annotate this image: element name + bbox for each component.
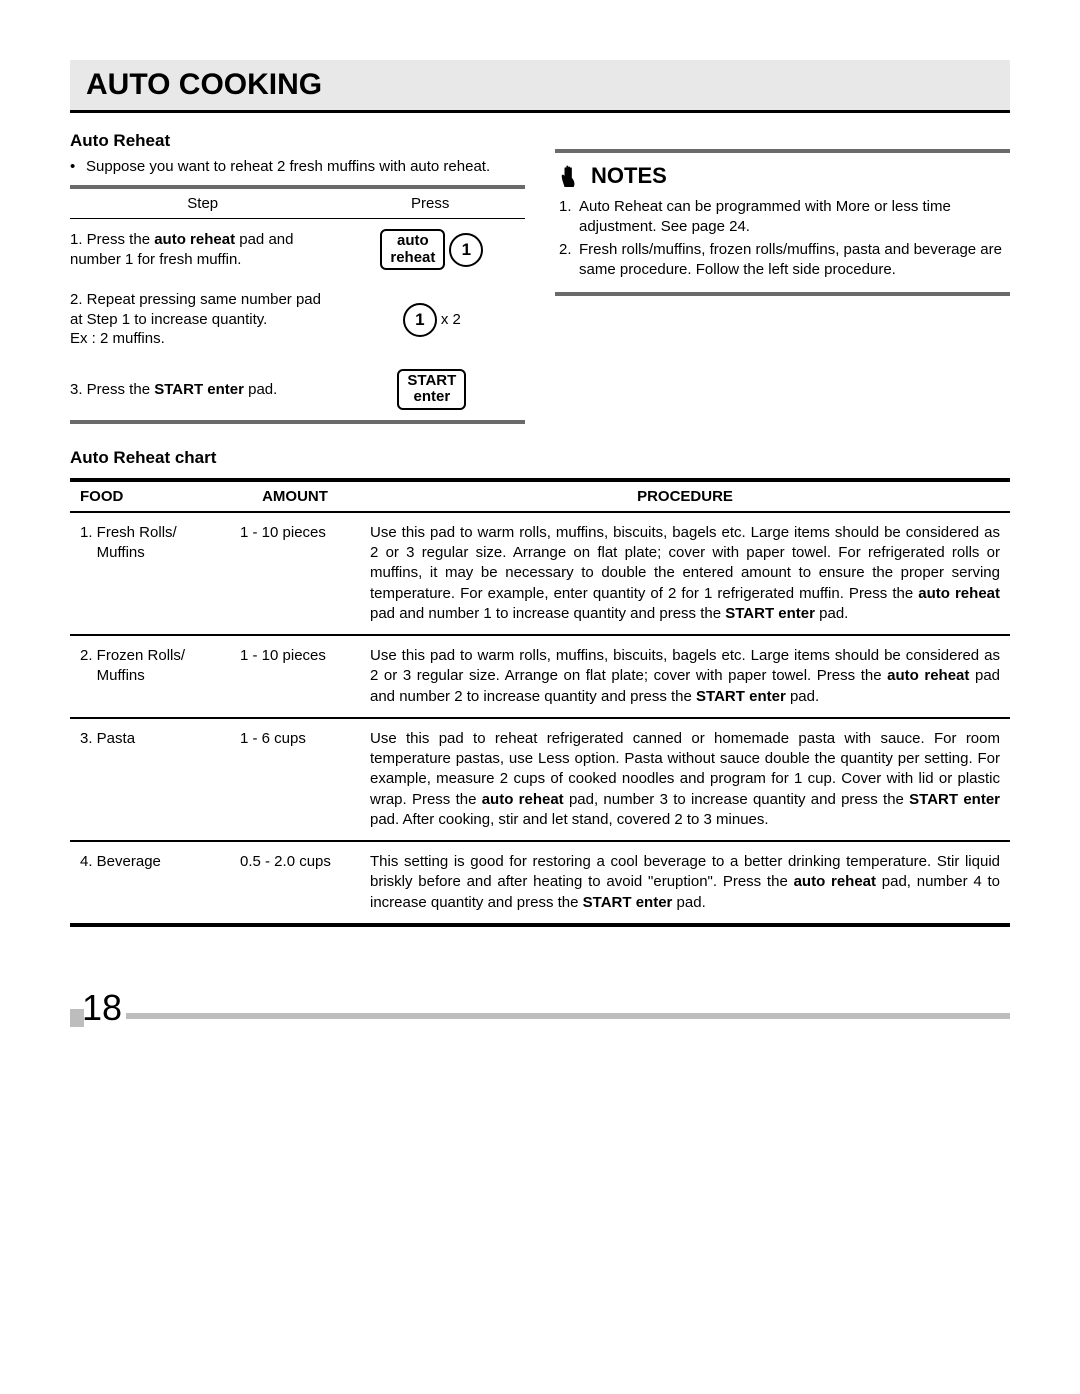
- page-footer: 18: [70, 987, 1010, 1029]
- procedure-cell: This setting is good for restoring a coo…: [360, 841, 1010, 925]
- food-cell: 4. Beverage: [70, 841, 230, 925]
- bullet-icon: •: [70, 157, 86, 177]
- notes-title-row: NOTES: [559, 163, 1006, 189]
- table-row: 3. Pasta1 - 6 cupsUse this pad to reheat…: [70, 718, 1010, 841]
- auto-reheat-pad: auto reheat: [380, 229, 445, 270]
- note-item-2: 2. Fresh rolls/muffins, frozen rolls/muf…: [559, 240, 1006, 281]
- step-row-2: 2. Repeat pressing same number pad at St…: [70, 280, 525, 359]
- step-3-press: START enter: [339, 369, 525, 410]
- chart-header-row: FOOD AMOUNT PROCEDURE: [70, 480, 1010, 512]
- table-row: 1. Fresh Rolls/ Muffins1 - 10 piecesUse …: [70, 512, 1010, 635]
- note-2-num: 2.: [559, 240, 579, 281]
- page-title: AUTO COOKING: [86, 68, 994, 102]
- table-row: 2. Frozen Rolls/ Muffins1 - 10 piecesUse…: [70, 635, 1010, 718]
- procedure-cell: Use this pad to warm rolls, muffins, bis…: [360, 512, 1010, 635]
- step-row-3: 3. Press the START enter pad. START ente…: [70, 359, 525, 420]
- intro-bullet: • Suppose you want to reheat 2 fresh muf…: [70, 157, 525, 177]
- notes-title-text: NOTES: [591, 163, 667, 189]
- table-row: 4. Beverage0.5 - 2.0 cupsThis setting is…: [70, 841, 1010, 925]
- auto-reheat-chart: FOOD AMOUNT PROCEDURE 1. Fresh Rolls/ Mu…: [70, 478, 1010, 927]
- multiplier-text: x 2: [441, 311, 461, 328]
- step-1-bold: auto reheat: [154, 231, 235, 248]
- amount-cell: 1 - 6 cups: [230, 718, 360, 841]
- step-table: Step Press 1. Press the auto reheat pad …: [70, 185, 525, 424]
- procedure-cell: Use this pad to warm rolls, muffins, bis…: [360, 635, 1010, 718]
- step-row-1: 1. Press the auto reheat pad and number …: [70, 219, 525, 280]
- note-item-1: 1. Auto Reheat can be programmed with Mo…: [559, 197, 1006, 238]
- step-3-bold: START enter: [154, 381, 244, 398]
- step-1-pre: 1. Press the: [70, 231, 154, 248]
- note-1-text: Auto Reheat can be programmed with More …: [579, 197, 1006, 238]
- pad-enter: enter: [407, 389, 456, 406]
- page-number: 18: [82, 987, 128, 1029]
- page-line: [126, 1013, 1010, 1023]
- col-procedure: PROCEDURE: [360, 480, 1010, 512]
- pad-start: START: [407, 373, 456, 390]
- notes-list: 1. Auto Reheat can be programmed with Mo…: [559, 197, 1006, 280]
- step-3-pre: 3. Press the: [70, 381, 154, 398]
- right-column: NOTES 1. Auto Reheat can be programmed w…: [555, 131, 1010, 424]
- chart-heading: Auto Reheat chart: [70, 448, 1010, 468]
- intro-text: Suppose you want to reheat 2 fresh muffi…: [86, 157, 525, 177]
- amount-cell: 1 - 10 pieces: [230, 512, 360, 635]
- amount-cell: 0.5 - 2.0 cups: [230, 841, 360, 925]
- number-1-pad-repeat: 1: [403, 303, 437, 337]
- food-cell: 1. Fresh Rolls/ Muffins: [70, 512, 230, 635]
- col-amount: AMOUNT: [230, 480, 360, 512]
- col-step: Step: [70, 195, 335, 212]
- step-1-text: 1. Press the auto reheat pad and number …: [70, 230, 339, 269]
- step-3-text: 3. Press the START enter pad.: [70, 380, 339, 400]
- two-column-layout: Auto Reheat • Suppose you want to reheat…: [70, 131, 1010, 424]
- step-table-header: Step Press: [70, 189, 525, 219]
- auto-reheat-heading: Auto Reheat: [70, 131, 525, 151]
- col-food: FOOD: [70, 480, 230, 512]
- col-press: Press: [335, 195, 525, 212]
- procedure-cell: Use this pad to reheat refrigerated cann…: [360, 718, 1010, 841]
- pad-line2: reheat: [390, 250, 435, 267]
- amount-cell: 1 - 10 pieces: [230, 635, 360, 718]
- food-cell: 3. Pasta: [70, 718, 230, 841]
- page-title-bar: AUTO COOKING: [70, 60, 1010, 113]
- pad-line1: auto: [390, 233, 435, 250]
- notes-box: NOTES 1. Auto Reheat can be programmed w…: [555, 149, 1010, 296]
- step-2-text: 2. Repeat pressing same number pad at St…: [70, 290, 339, 349]
- step-1-press: auto reheat 1: [339, 229, 525, 270]
- step-3-post: pad.: [244, 381, 277, 398]
- food-cell: 2. Frozen Rolls/ Muffins: [70, 635, 230, 718]
- note-1-num: 1.: [559, 197, 579, 238]
- step-2-press: 1 x 2: [339, 303, 525, 337]
- hand-icon: [559, 163, 581, 189]
- note-2-text: Fresh rolls/muffins, frozen rolls/muffin…: [579, 240, 1006, 281]
- number-1-pad: 1: [449, 233, 483, 267]
- start-enter-pad: START enter: [397, 369, 466, 410]
- left-column: Auto Reheat • Suppose you want to reheat…: [70, 131, 525, 424]
